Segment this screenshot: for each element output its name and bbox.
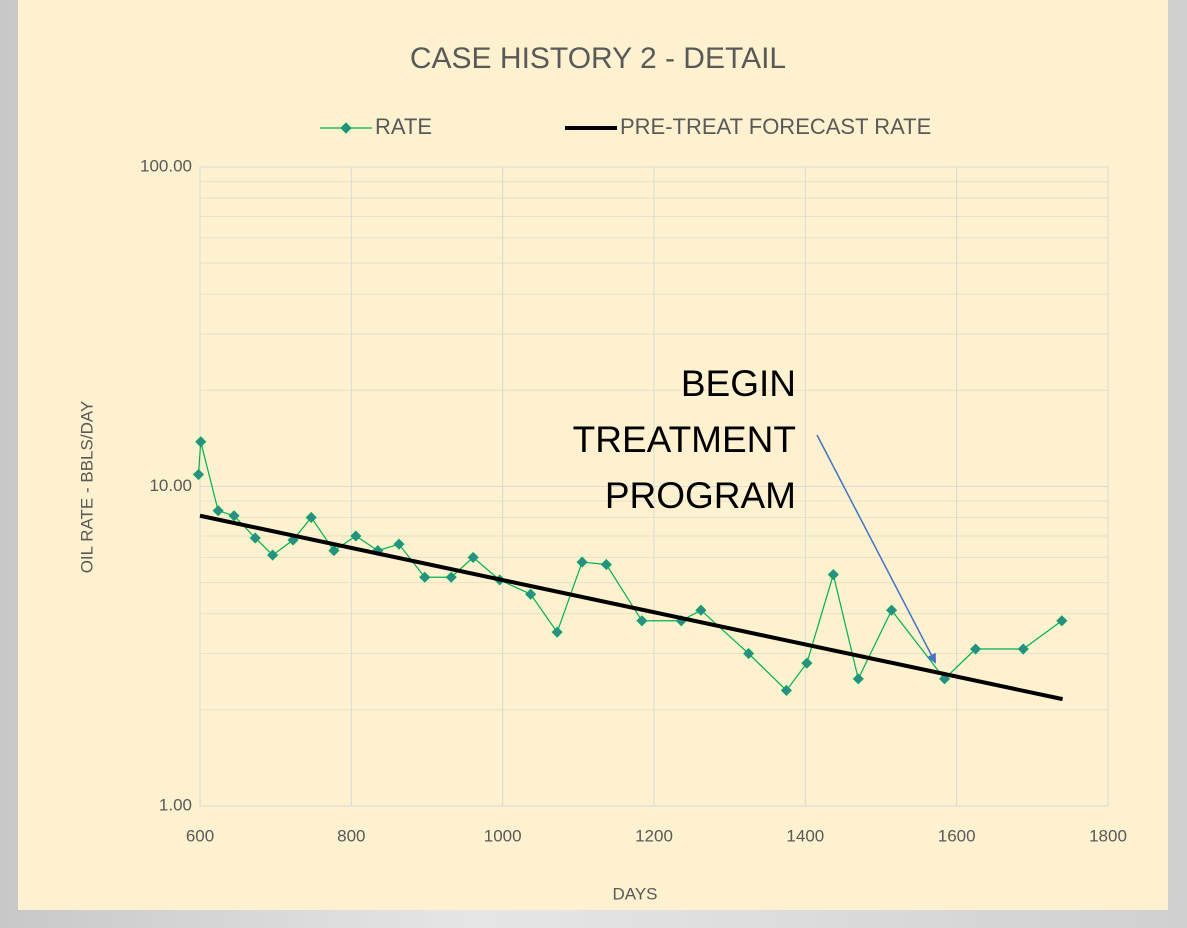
- marker: [600, 558, 612, 571]
- x-axis-label: DAYS: [612, 884, 657, 903]
- marker: [780, 684, 792, 696]
- marker: [228, 510, 240, 522]
- x-tick-label: 1400: [786, 826, 824, 845]
- marker: [801, 657, 813, 669]
- series-line: [199, 513, 1064, 702]
- y-tick-label: 1.00: [159, 795, 192, 814]
- x-tick-label: 1200: [635, 826, 673, 845]
- marker: [249, 532, 261, 544]
- marker: [852, 673, 864, 685]
- legend-label: RATE: [375, 114, 432, 139]
- annotation: TREATMENT: [573, 419, 796, 460]
- x-tick-label: 1600: [938, 826, 976, 845]
- x-tick-label: 600: [186, 826, 214, 845]
- marker: [195, 436, 207, 448]
- marker: [1056, 615, 1068, 627]
- marker: [525, 588, 537, 600]
- marker: [267, 549, 279, 561]
- y-tick-label: 100.00: [140, 156, 192, 175]
- marker: [212, 505, 224, 517]
- marker: [970, 643, 982, 655]
- marker: [287, 534, 299, 546]
- marker: [576, 556, 588, 568]
- marker: [419, 571, 431, 583]
- marker: [1017, 643, 1029, 655]
- legend-marker: [340, 122, 352, 134]
- chart-title: CASE HISTORY 2 - DETAIL: [410, 42, 786, 75]
- marker: [551, 626, 563, 638]
- marker: [393, 538, 405, 550]
- marker: [743, 647, 755, 660]
- marker: [827, 569, 839, 581]
- annotation: PROGRAM: [605, 475, 796, 516]
- chart-panel: [18, 0, 1168, 910]
- marker: [350, 530, 362, 542]
- annotation-arrow: [816, 434, 936, 664]
- marker: [695, 604, 707, 616]
- x-tick-label: 800: [337, 826, 365, 845]
- marker: [445, 571, 457, 583]
- y-tick-label: 10.00: [149, 476, 192, 495]
- legend-label: PRE-TREAT FORECAST RATE: [620, 114, 931, 139]
- plot-border: [199, 166, 1109, 807]
- x-tick-label: 1000: [484, 826, 522, 845]
- marker: [328, 545, 340, 557]
- marker: [938, 673, 951, 685]
- marker: [886, 604, 898, 616]
- annotation: BEGIN: [681, 363, 796, 404]
- x-tick-label: 1800: [1089, 826, 1127, 845]
- marker: [636, 615, 648, 627]
- marker: [305, 511, 317, 524]
- marker: [192, 468, 205, 481]
- y-axis-label: OIL RATE - BBLS/DAY: [77, 401, 96, 574]
- marker: [467, 551, 479, 563]
